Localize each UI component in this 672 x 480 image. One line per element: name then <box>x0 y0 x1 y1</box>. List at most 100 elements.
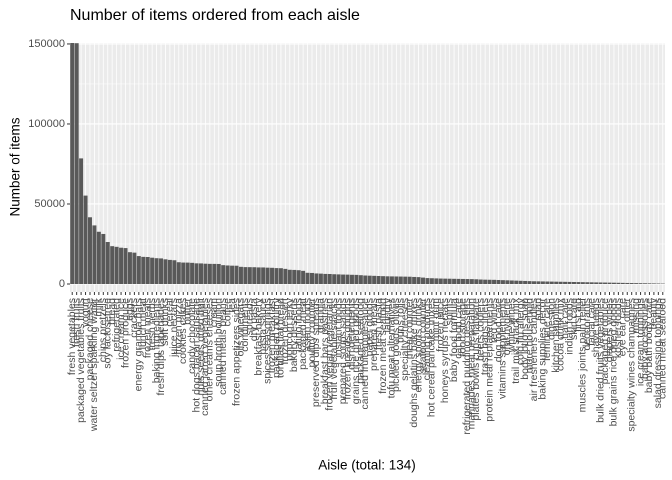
x-tick-label: first aid <box>572 298 584 332</box>
bar <box>332 274 337 284</box>
x-tick-label: latino foods <box>292 298 304 352</box>
x-tick-label: canned meals beans <box>217 298 229 395</box>
x-tick-label: soy lactosefree <box>102 298 114 369</box>
x-tick-label: plates bowls cups flatware <box>470 298 482 421</box>
bar <box>141 256 146 284</box>
x-tick-label: meat counter <box>403 298 415 360</box>
x-tick-label: hot cereal pancake mixes <box>426 298 438 417</box>
bar <box>292 269 297 284</box>
bar <box>127 252 132 284</box>
x-tick-label: body lotions soap <box>519 298 531 380</box>
bar <box>571 281 576 284</box>
bar <box>372 275 377 284</box>
x-tick-label: hair care <box>559 298 571 339</box>
bar <box>385 276 390 284</box>
bar <box>496 279 501 284</box>
x-tick-label: cereal <box>164 298 176 327</box>
bar <box>434 278 439 284</box>
x-tick-label: dish detergents <box>346 298 358 370</box>
bar <box>216 263 221 284</box>
bar <box>527 281 532 284</box>
bar <box>425 278 430 284</box>
x-tick-label: bread <box>106 298 118 325</box>
bar <box>452 278 457 284</box>
bar <box>234 265 239 284</box>
x-tick-label: feminine care <box>541 298 553 361</box>
bar <box>261 267 266 284</box>
x-tick-label: bulk grains rice dried goods <box>608 298 620 426</box>
x-tick-label: nuts seeds dried fruit <box>195 298 207 396</box>
x-tick-label: eggs <box>124 298 136 321</box>
x-tick-label: food storage <box>457 298 469 357</box>
x-tick-label: dry pasta <box>248 298 260 341</box>
x-tick-label: cream <box>208 298 220 327</box>
x-tick-label: laundry <box>381 297 393 332</box>
bar <box>412 276 417 284</box>
x-tick-label: fresh herbs <box>146 298 158 351</box>
x-tick-label: coffee <box>221 298 233 327</box>
x-tick-label: poultry counter <box>306 298 318 368</box>
bar <box>465 279 470 284</box>
bar <box>159 258 164 284</box>
x-tick-label: spreads <box>244 298 256 335</box>
bar <box>389 276 394 284</box>
x-tick-label: deodorants <box>581 298 593 351</box>
x-tick-label: air fresheners candles <box>528 298 540 401</box>
bar <box>163 259 168 284</box>
bar <box>598 282 603 284</box>
bar <box>132 252 137 284</box>
x-tick-label: frozen appetizers sides <box>230 298 242 406</box>
bar <box>190 262 195 284</box>
x-tick-label: frozen meals <box>141 298 153 358</box>
x-tick-label: seafood counter <box>417 298 429 374</box>
x-tick-label: frozen pizza <box>173 298 185 355</box>
bar <box>243 267 248 284</box>
bar <box>407 276 412 284</box>
x-tick-label: soap <box>532 298 544 321</box>
x-tick-label: granola <box>315 298 327 333</box>
x-tick-label: marinades meat preparation <box>466 298 478 429</box>
bar <box>438 278 443 284</box>
bar <box>607 282 612 284</box>
y-tick-label: 150000 <box>28 38 65 50</box>
x-tick-label: soup broth bouillon <box>213 298 225 387</box>
x-tick-label: tea <box>226 298 238 313</box>
bar <box>523 280 528 284</box>
bar <box>101 233 106 284</box>
bar <box>443 278 448 284</box>
bar <box>421 277 426 284</box>
x-tick-label: breakfast bars pastries <box>319 298 331 404</box>
x-tick-label: cat food care <box>452 298 464 359</box>
x-tick-label: juice nectars <box>168 298 180 358</box>
bar <box>500 280 505 284</box>
x-tick-label: preserved dips spreads <box>310 298 322 407</box>
bar <box>274 268 279 284</box>
x-tick-label: baby accessories <box>639 298 651 379</box>
x-tick-label: beers coolers <box>475 298 487 361</box>
bar <box>518 280 523 284</box>
bar <box>305 272 310 284</box>
bar <box>136 256 141 284</box>
x-tick-label: fruit vegetable snacks <box>328 298 340 400</box>
bar <box>474 279 479 284</box>
bar <box>594 282 599 284</box>
x-tick-label: soft drinks <box>159 298 171 346</box>
bar <box>394 276 399 284</box>
bar <box>349 274 354 284</box>
x-tick-label: tortillas flat bread <box>275 298 287 378</box>
bar <box>429 278 434 284</box>
bar <box>150 257 155 284</box>
bar <box>119 247 124 284</box>
bar <box>283 268 288 284</box>
x-tick-label: frozen dessert <box>279 298 291 365</box>
x-tick-label: specialty wines champagnes <box>625 298 637 432</box>
x-tick-label: packaged poultry <box>270 297 282 378</box>
bar <box>110 246 115 284</box>
x-axis-title: Aisle (total: 134) <box>318 458 416 473</box>
x-tick-label: candy chocolate <box>186 298 198 374</box>
x-tick-label: fresh pasta <box>372 298 384 350</box>
bar <box>505 280 510 284</box>
x-tick-label: frozen breads doughs <box>341 298 353 400</box>
x-tick-label: popcorn jerky <box>284 297 296 361</box>
